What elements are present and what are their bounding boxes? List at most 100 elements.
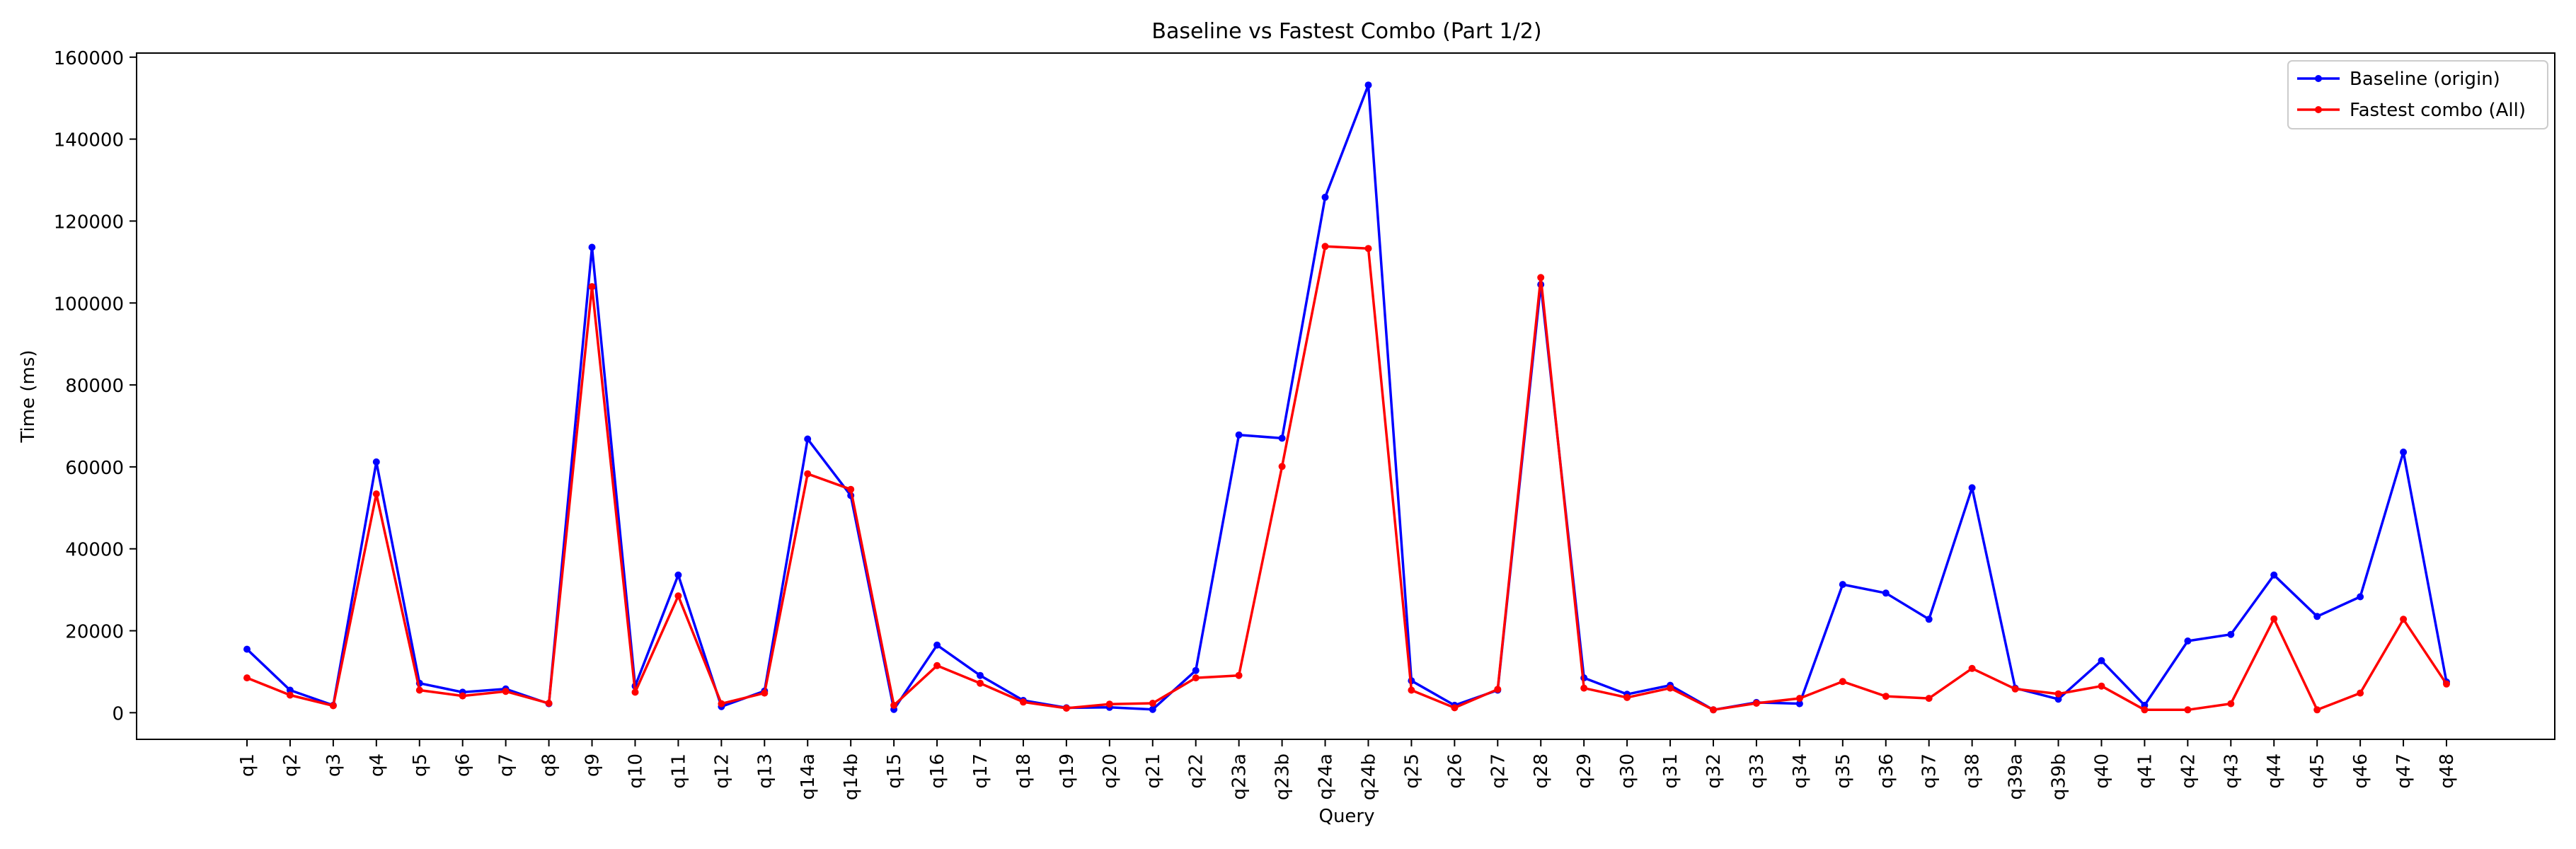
y-tick-label: 20000 [65,622,124,643]
axes-frame [136,52,2555,740]
data-point [1192,666,1200,674]
x-tick-label: q7 [496,753,517,777]
data-point [2357,593,2364,601]
data-point [2141,706,2149,714]
data-point [2227,630,2235,638]
data-point [1795,700,1803,708]
x-tick-label: q26 [1444,753,1466,789]
x-tick-label: q48 [2437,753,2458,789]
x-tick-label: q24b [1358,753,1379,800]
data-point [1623,693,1631,701]
x-tick-label: q46 [2350,753,2371,789]
x-tick-label: q30 [1617,753,1638,789]
data-point [933,662,941,669]
y-tick-label: 40000 [65,540,124,561]
data-point [1795,695,1803,703]
x-tick-label: q6 [453,753,474,777]
x-tick-label: q44 [2264,753,2285,789]
x-tick-label: q9 [582,753,604,777]
x-tick-label: q18 [1013,753,1035,789]
data-point [588,283,596,291]
x-tick-label: q39b [2049,753,2070,800]
x-tick-label: q25 [1401,753,1422,789]
y-tick-label: 160000 [54,48,124,69]
legend-label: Baseline (origin) [2350,69,2500,90]
data-point [1235,671,1243,679]
data-point [243,674,251,682]
x-tick-label: q11 [668,753,689,789]
series-layer [243,81,2450,714]
data-point [2400,616,2408,623]
x-tick-label: q14a [798,753,819,800]
x-axis-label: Query [1318,806,1374,827]
data-point [1925,616,1933,623]
data-point [2054,695,2062,703]
x-tick-label: q1 [237,753,258,777]
data-point [1364,245,1372,253]
data-point [1925,695,1933,703]
data-point [933,641,941,649]
data-point [286,686,294,694]
data-point [1149,705,1156,713]
data-point [1062,705,1070,712]
data-point [1580,684,1588,692]
data-point [847,485,855,493]
data-point [1408,686,1415,694]
data-point [761,689,769,697]
data-point [415,686,423,694]
x-tick-label: q4 [367,753,388,777]
data-point [1968,484,1976,492]
x-tick-label: q8 [539,753,560,777]
data-point [2270,615,2278,623]
data-point [1839,678,1846,686]
x-tick-label: q17 [970,753,991,789]
data-point [459,692,466,700]
data-point [2227,700,2235,708]
data-point [2400,449,2408,456]
x-axis: q1 q2 q3 q4 q5 q6 q7 q8 q9 q10 q11 q12 q13 q14a q14b q1… [237,739,2458,800]
x-tick-label: q24a [1316,753,1337,800]
x-tick-label: q38 [1962,753,1984,789]
y-tick-label: 0 [112,703,124,724]
x-tick-label: q41 [2134,753,2156,789]
data-point [804,435,812,443]
x-tick-label: q13 [754,753,776,789]
legend-swatch-marker [2315,75,2322,82]
x-tick-label: q12 [711,753,732,789]
x-tick-label: q47 [2393,753,2415,789]
y-axis: 0 20000 40000 60000 80000 100000 120000 140000 1… [54,48,137,724]
data-point [2184,637,2192,645]
data-point [674,592,682,600]
data-point [1882,693,1890,700]
data-point [1364,81,1372,89]
data-point [1278,434,1286,442]
x-tick-label: q2 [280,753,301,777]
legend-box [2287,60,2548,129]
y-tick-label: 120000 [54,212,124,233]
x-tick-label: q35 [1833,753,1854,789]
x-tick-label: q31 [1660,753,1681,789]
series-line [246,83,2448,712]
data-point [1968,664,1976,672]
y-tick-label: 60000 [65,458,124,479]
y-tick-label: 100000 [54,294,124,315]
data-point [1192,674,1200,682]
data-point [631,688,639,696]
data-point [2313,613,2321,620]
data-point [2098,657,2105,664]
data-point [1752,700,1760,707]
data-point [1321,243,1329,250]
y-tick-label: 80000 [65,376,124,397]
data-point [674,571,682,579]
data-point [1537,274,1545,282]
x-tick-label: q15 [884,753,905,789]
data-point [286,691,294,699]
x-tick-label: q23b [1272,753,1294,800]
data-point [502,688,510,695]
data-point [1321,193,1329,201]
data-point [588,243,596,251]
data-point [2443,680,2450,688]
data-point [1149,700,1156,707]
x-tick-label: q43 [2221,753,2242,789]
